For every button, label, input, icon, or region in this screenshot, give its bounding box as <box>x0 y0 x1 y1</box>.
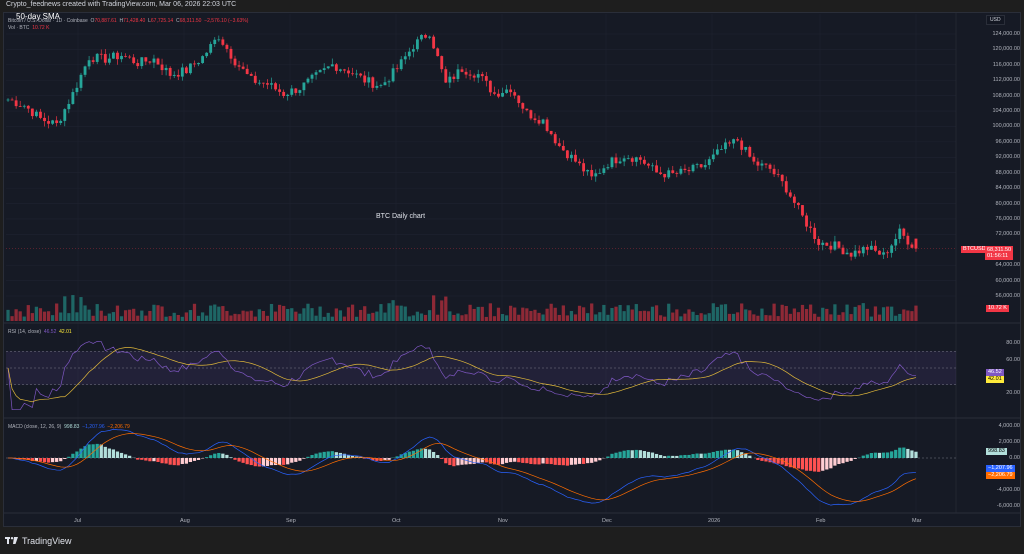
price-axis-label: 108,000.00 <box>992 92 1020 99</box>
macd-hist-value: 998.83 <box>64 424 80 430</box>
macd-line-tag: −1,207.96 <box>986 465 1015 472</box>
price-axis-label: 60,000.00 <box>995 277 1020 284</box>
price-axis-label: 88,000.00 <box>995 169 1020 176</box>
time-axis-label: Mar <box>912 518 922 524</box>
price-axis-label: 120,000.00 <box>992 46 1020 53</box>
caption-bar: Crypto_feednews created with TradingView… <box>0 0 1024 12</box>
time-axis-label: Jul <box>74 518 82 524</box>
price-axis-label: 84,000.00 <box>995 185 1020 192</box>
macd-axis-label: -4,000.00 <box>996 487 1020 493</box>
sma-title: 50-day SMA <box>16 12 61 21</box>
macd-axis-label: 2,000.00 <box>998 439 1020 445</box>
time-axis-label: Feb <box>816 518 826 524</box>
rsi-ma-tag: 42.01 <box>986 376 1004 383</box>
macd-axis-label: 0.00 <box>1009 455 1020 461</box>
open-value: 70,887.61 <box>94 18 117 24</box>
volume-legend: Vol · BTC 10.72 K <box>8 25 49 31</box>
macd-signal-tag: −2,206.79 <box>986 472 1015 479</box>
price-axis-label: 104,000.00 <box>992 108 1020 115</box>
macd-hist-tag: 998.83 <box>986 448 1007 455</box>
chart-container[interactable] <box>3 12 1021 527</box>
tradingview-brand: TradingView <box>22 536 72 546</box>
rsi-value: 46.52 <box>43 329 57 335</box>
price-axis-label: 100,000.00 <box>992 123 1020 130</box>
price-axis-label: 96,000.00 <box>995 138 1020 145</box>
time-axis-label: Sep <box>286 518 296 524</box>
rsi-axis-label: 60.00 <box>1006 356 1020 363</box>
time-axis-label: Oct <box>392 518 401 524</box>
close-value: 68,311.50 <box>179 18 202 24</box>
rsi-tag: 46.52 <box>986 369 1004 376</box>
price-axis-label: 80,000.00 <box>995 200 1020 207</box>
rsi-ma-value: 42.01 <box>59 329 72 335</box>
price-axis-label: 116,000.00 <box>992 61 1020 68</box>
bar-countdown: 01:56:11 <box>987 253 1009 259</box>
rsi-axis-label: 20.00 <box>1006 390 1020 396</box>
macd-label[interactable]: MACD (close, 12, 26, 9) <box>8 424 62 430</box>
macd-legend: MACD (close, 12, 26, 9) 998.83 −1,207.96… <box>8 424 130 430</box>
price-axis-label: 92,000.00 <box>995 154 1020 161</box>
currency-button[interactable]: USD <box>986 15 1005 25</box>
change-value: −2,576.10 (−3.63%) <box>204 18 249 24</box>
time-axis-label: 2026 <box>708 518 721 524</box>
tradingview-logo-icon <box>5 537 18 544</box>
time-axis-label: Aug <box>180 518 190 524</box>
symbol-name[interactable]: Bitcoin / U.S. Dollar · 1D · Coinbase <box>8 18 88 24</box>
caption-text: Crypto_feednews created with TradingView… <box>6 1 237 8</box>
price-axis-label: 76,000.00 <box>995 215 1020 222</box>
macd-line-value: −1,207.96 <box>82 424 105 430</box>
macd-axis-label: -6,000.00 <box>996 503 1020 509</box>
volume-tag: 10.72 K <box>986 305 1009 312</box>
high-value: 71,428.40 <box>123 18 146 24</box>
low-value: 67,725.14 <box>150 18 174 24</box>
chart-annotation[interactable]: BTC Daily chart <box>376 213 426 220</box>
macd-signal-value: −2,206.79 <box>107 424 130 430</box>
price-axis-label: 64,000.00 <box>995 262 1020 269</box>
price-axis-label: 72,000.00 <box>995 231 1020 238</box>
time-axis-label: Nov <box>498 518 508 524</box>
rsi-legend: RSI (14, close) 46.52 42.01 <box>8 329 72 335</box>
symbol-tag: BTCUSD <box>961 246 988 253</box>
volume-value: 10.72 K <box>32 25 50 31</box>
volume-label[interactable]: Vol · BTC <box>8 25 30 31</box>
tradingview-logo[interactable]: TradingView <box>5 536 72 546</box>
time-axis-label: Dec <box>602 518 612 524</box>
price-axis-label: 112,000.00 <box>992 77 1020 84</box>
rsi-axis-label: 80.00 <box>1006 340 1020 346</box>
macd-axis-label: 4,000.00 <box>998 423 1020 429</box>
footer <box>0 527 1024 554</box>
symbol-legend: Bitcoin / U.S. Dollar · 1D · Coinbase O7… <box>8 18 249 24</box>
price-axis-label: 124,000.00 <box>992 31 1020 37</box>
last-price-tag: 68,311.50 01:56:11 <box>985 246 1014 260</box>
rsi-label[interactable]: RSI (14, close) <box>8 329 42 335</box>
price-axis-label: 56,000.00 <box>995 293 1020 299</box>
